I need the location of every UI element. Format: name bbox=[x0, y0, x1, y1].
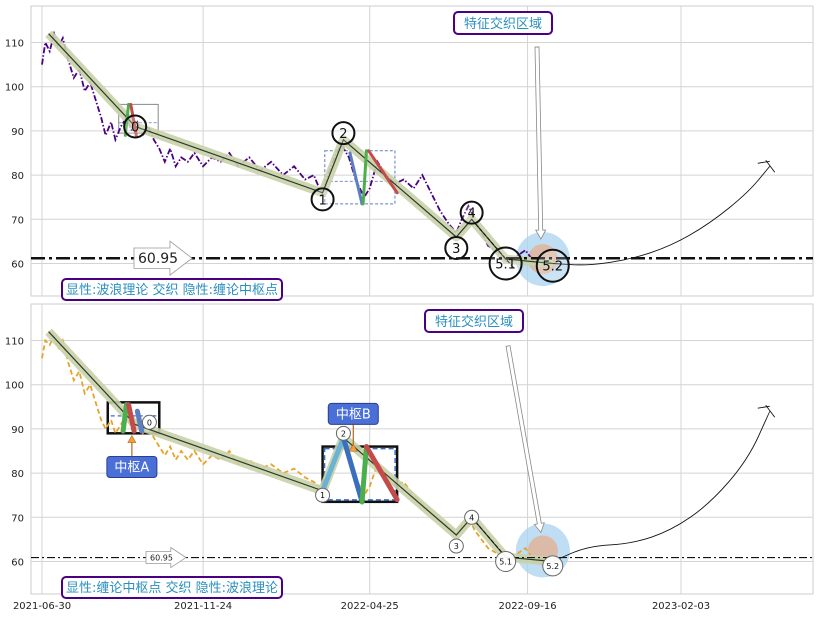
annotation-box bbox=[424, 309, 524, 333]
wave-marker bbox=[495, 551, 517, 572]
colored-stroke bbox=[367, 149, 399, 195]
wave-marker-label: 5.1 bbox=[499, 558, 512, 567]
projection-end-marker bbox=[765, 404, 776, 418]
hline-label-arrow bbox=[133, 240, 193, 277]
y-tick-label: 100 bbox=[5, 83, 24, 94]
colored-stroke bbox=[363, 444, 400, 503]
wave-marker bbox=[535, 248, 570, 283]
wave-marker-label: 5.2 bbox=[546, 562, 559, 571]
legend-text: 显性:缠论中枢点 交织 隐性:波浪理论 bbox=[66, 580, 278, 596]
pivot-label-arrowhead bbox=[127, 434, 137, 443]
wave-marker bbox=[335, 425, 351, 441]
wave-marker-label: 1 bbox=[318, 193, 326, 208]
hline-label-arrow bbox=[145, 546, 187, 569]
colored-stroke bbox=[340, 435, 365, 505]
pivot-label-text: 中枢B bbox=[336, 407, 371, 422]
wave-path-dashed bbox=[471, 218, 515, 269]
wave-marker-label: 1 bbox=[320, 491, 325, 500]
annotation-text: 特征交织区域 bbox=[435, 314, 513, 330]
projection-curve bbox=[552, 411, 771, 562]
y-tick-label: 100 bbox=[5, 381, 24, 392]
colored-stroke bbox=[348, 151, 364, 206]
y-tick-label: 60 bbox=[11, 558, 24, 569]
y-tick-label: 90 bbox=[11, 127, 24, 138]
wave-marker bbox=[464, 509, 480, 525]
annotation-arrow bbox=[505, 345, 545, 534]
top-panel: 60 70 80 90 100 110 60.95 1 2 3 4 5.1 5.2 0 特征交织区域显性:波… bbox=[5, 5, 814, 301]
wave-marker bbox=[542, 555, 564, 577]
pivot-label-arrowhead bbox=[348, 443, 358, 452]
hline-label-text: 60.95 bbox=[150, 554, 173, 563]
wave-marker-label: 5.2 bbox=[542, 260, 563, 275]
annotation-arrow bbox=[534, 46, 547, 240]
colored-stroke bbox=[134, 408, 145, 434]
projection-end-marker bbox=[757, 405, 770, 409]
y-tick-label: 90 bbox=[11, 425, 24, 436]
wave-marker-label: 4 bbox=[468, 207, 476, 222]
colored-stroke bbox=[126, 402, 137, 434]
plot-area bbox=[30, 303, 814, 595]
projection-curve bbox=[552, 165, 771, 266]
x-tick-label: 2023-02-03 bbox=[652, 601, 710, 612]
wave-marker bbox=[123, 114, 148, 139]
pivot-box bbox=[118, 103, 159, 134]
projection-end-marker bbox=[765, 159, 776, 173]
wave-marker-label: 5.1 bbox=[495, 258, 516, 273]
y-tick-label: 70 bbox=[11, 215, 24, 226]
pivot-label-box bbox=[327, 402, 379, 425]
wave-marker bbox=[315, 487, 331, 503]
wave-marker bbox=[141, 414, 157, 430]
projection-end-marker bbox=[757, 160, 770, 164]
wave-marker bbox=[444, 236, 469, 261]
bottom-panel: 60 70 80 90 100 110 2021-06-30 2021-11-24 2022-0… bbox=[5, 303, 814, 612]
annotation-text: 特征交织区域 bbox=[464, 16, 542, 32]
wave-marker bbox=[331, 121, 356, 146]
wave-marker bbox=[448, 538, 464, 554]
y-tick-label: 110 bbox=[5, 337, 24, 348]
legend-text: 显性:波浪理论 交织 隐性:缠论中枢点 bbox=[66, 282, 278, 298]
colored-stroke bbox=[129, 102, 138, 137]
x-tick-label: 2021-11-24 bbox=[174, 601, 232, 612]
legend-box bbox=[61, 576, 283, 599]
y-tick-label: 80 bbox=[11, 171, 24, 182]
colored-stroke bbox=[320, 435, 346, 494]
wave-marker-label: 4 bbox=[469, 513, 474, 522]
y-tick-label: 110 bbox=[5, 39, 24, 50]
price-series-line bbox=[41, 333, 533, 563]
y-tick-label: 70 bbox=[11, 513, 24, 524]
x-tick-label: 2022-09-16 bbox=[498, 601, 556, 612]
y-tick-label: 80 bbox=[11, 469, 24, 480]
wave-marker-label: 0 bbox=[131, 120, 139, 135]
wave-path-dashed bbox=[471, 516, 515, 567]
colored-stroke bbox=[120, 402, 129, 434]
hline-label-text: 60.95 bbox=[138, 251, 178, 267]
wave-marker-label: 0 bbox=[147, 418, 152, 427]
wave-marker bbox=[310, 187, 335, 212]
y-tick-label: 60 bbox=[11, 260, 24, 271]
pivot-label-text: 中枢A bbox=[114, 460, 149, 475]
x-tick-label: 2021-06-30 bbox=[13, 601, 71, 612]
wave-marker bbox=[459, 200, 484, 225]
pivot-label-box bbox=[106, 455, 158, 478]
x-tick-label: 2022-04-25 bbox=[341, 601, 399, 612]
colored-stroke bbox=[359, 444, 369, 505]
colored-stroke bbox=[361, 149, 368, 206]
legend-box bbox=[61, 278, 283, 301]
wave-marker-label: 2 bbox=[339, 127, 347, 142]
wave-marker-label: 3 bbox=[452, 242, 460, 257]
wave-marker bbox=[488, 246, 523, 281]
wave-marker-label: 2 bbox=[341, 429, 346, 438]
annotation-box bbox=[453, 11, 553, 35]
wave-marker-label: 3 bbox=[454, 542, 459, 551]
